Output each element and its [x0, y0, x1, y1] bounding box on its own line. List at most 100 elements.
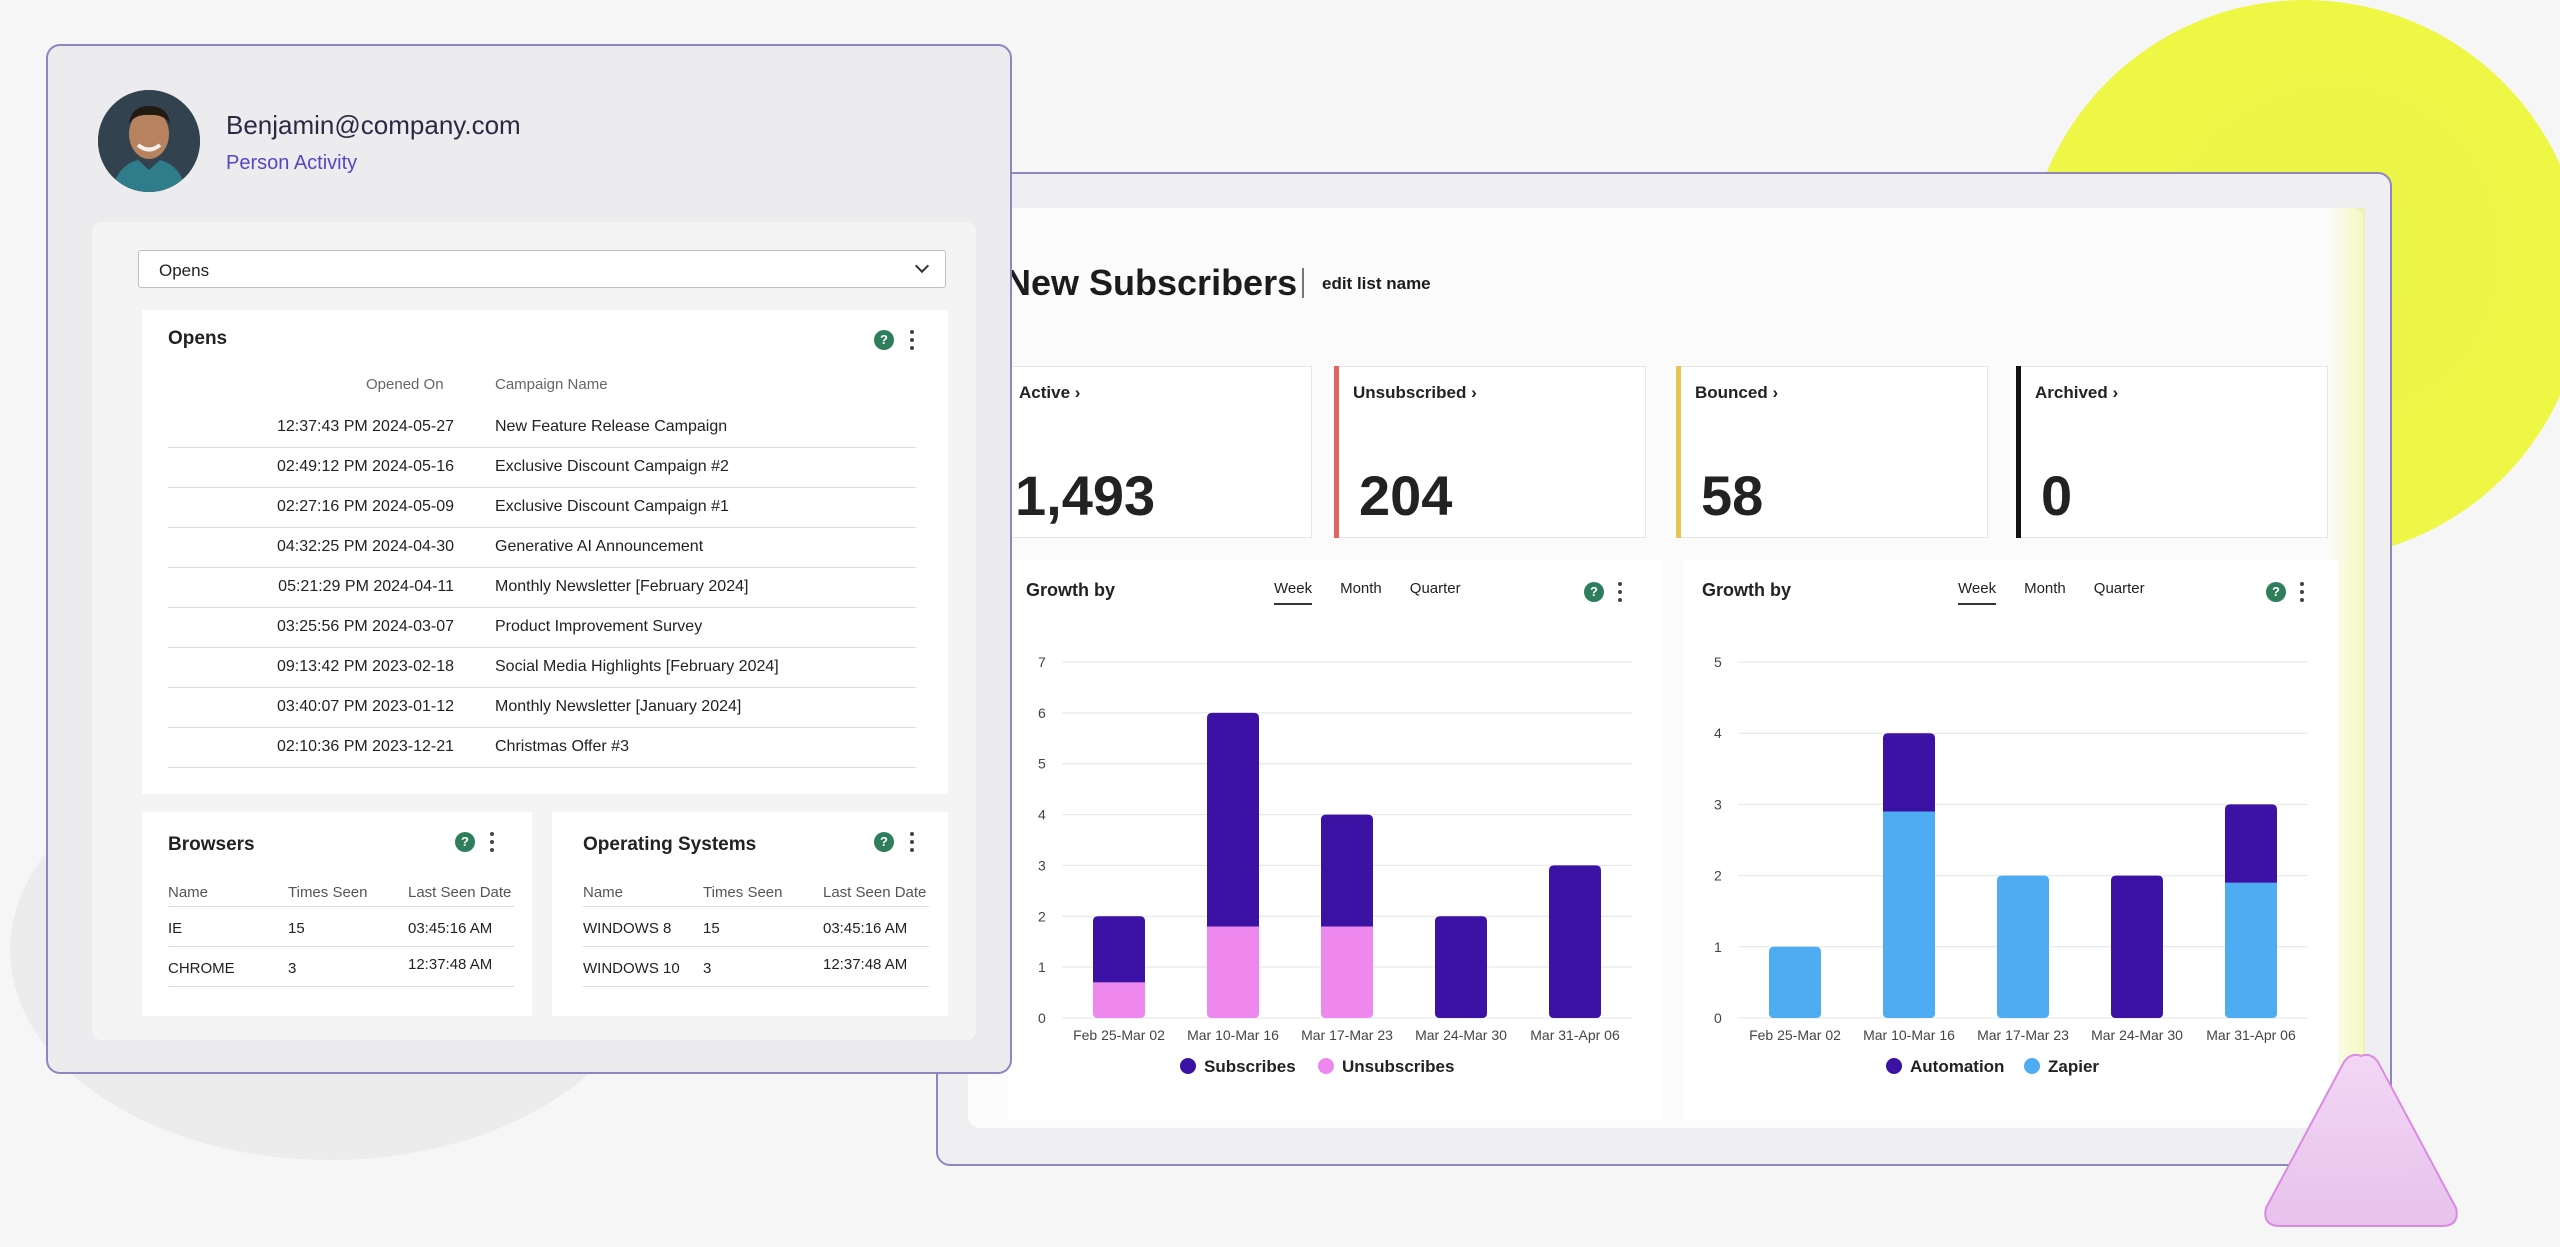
- edit-list-name-link[interactable]: edit list name: [1322, 274, 1431, 293]
- bar-unsubscribes: [1093, 982, 1145, 1018]
- growth-chart-1: 0 1 2 3 4 5 6 7 Feb 25-Mar 02 Mar 10-Mar 16 Mar 17…: [1038, 654, 1632, 1076]
- opened-on-cell: 04:32:25 PM 2024-04-30: [276, 538, 454, 555]
- x-tick-label: Mar 17-Mar 23: [1977, 1027, 2069, 1043]
- chevron-right-icon: ›: [2112, 383, 2119, 402]
- x-tick-label: Feb 25-Mar 02: [1749, 1027, 1841, 1043]
- y-tick-label: 0: [1714, 1010, 1722, 1026]
- opened-on-cell: 05:21:29 PM 2024-04-11: [278, 578, 454, 595]
- table-row[interactable]: 05:21:29 PM 2024-04-11 Monthly Newsletter…: [168, 568, 916, 608]
- legend-swatch: [1180, 1058, 1196, 1074]
- table-row[interactable]: 02:27:16 PM 2024-05-09 Exclusive Discount…: [168, 488, 916, 528]
- bar-subscribes: [1093, 916, 1145, 983]
- y-tick-label: 6: [1038, 705, 1046, 721]
- more-options-icon[interactable]: [2300, 582, 2306, 606]
- stat-value: 58: [1701, 464, 1764, 527]
- growth-chart-card-1: Growth by Week Month Quarter ? 0 1 2 3 4 5 6 7 F…: [1008, 560, 1662, 1120]
- opened-on-cell: 03:25:56 PM 2024-03-07: [276, 618, 454, 635]
- stat-card-unsubscribed[interactable]: Unsubscribed › 204: [1334, 366, 1646, 538]
- legend-label: Automation: [1910, 1057, 2004, 1076]
- help-icon[interactable]: ?: [1584, 582, 1604, 602]
- table-row[interactable]: 09:13:42 PM 2023-02-18 Social Media Highl…: [168, 648, 916, 688]
- os-name: WINDOWS 10: [583, 960, 680, 977]
- more-options-icon[interactable]: [910, 832, 916, 856]
- chart-title: Growth by: [1702, 580, 1791, 600]
- stat-accent: [1334, 366, 1339, 538]
- column-header-name: Name: [168, 884, 209, 901]
- bar-zapier: [1769, 946, 1821, 1018]
- person-activity-subtitle: Person Activity: [226, 152, 358, 174]
- legend-label: Unsubscribes: [1342, 1057, 1454, 1076]
- more-options-icon[interactable]: [1618, 582, 1624, 606]
- table-row[interactable]: 02:49:12 PM 2024-05-16 Exclusive Discount…: [168, 448, 916, 488]
- stat-value: 204: [1359, 464, 1453, 527]
- column-header-name: Name: [583, 884, 624, 901]
- os-times-seen: 15: [703, 920, 720, 937]
- stat-accent: [1676, 366, 1681, 538]
- opened-on-cell: 03:40:07 PM 2023-01-12: [276, 698, 454, 715]
- help-icon[interactable]: ?: [455, 832, 475, 852]
- table-row[interactable]: 03:40:07 PM 2023-01-12 Monthly Newsletter…: [168, 688, 916, 728]
- browser-last-seen: 12:37:48 AM: [408, 956, 493, 973]
- table-row[interactable]: 02:10:36 PM 2023-12-21 Christmas Offer #3: [168, 728, 916, 768]
- bar-zapier: [1997, 875, 2049, 1018]
- campaign-name-cell: New Feature Release Campaign: [495, 418, 728, 435]
- y-tick-label: 5: [1038, 756, 1046, 772]
- browser-times-seen: 15: [288, 920, 305, 937]
- campaign-name-cell: Monthly Newsletter [February 2024]: [495, 578, 749, 595]
- os-last-seen: 03:45:16 AM: [823, 920, 908, 937]
- chevron-right-icon: ›: [1074, 383, 1081, 402]
- more-options-icon[interactable]: [490, 832, 496, 856]
- y-tick-label: 3: [1714, 796, 1722, 812]
- y-tick-label: 1: [1038, 959, 1046, 975]
- campaign-name-cell: Exclusive Discount Campaign #1: [495, 498, 729, 515]
- y-tick-label: 0: [1038, 1010, 1046, 1026]
- column-header-campaign-name: Campaign Name: [495, 376, 608, 393]
- bar-unsubscribes: [1321, 926, 1373, 1018]
- divider: [583, 946, 929, 947]
- activity-type-select[interactable]: Opens: [138, 250, 946, 288]
- table-row[interactable]: 03:25:56 PM 2024-03-07 Product Improvemen…: [168, 608, 916, 648]
- tab-month[interactable]: Month: [2024, 580, 2066, 597]
- tab-quarter[interactable]: Quarter: [2093, 580, 2145, 597]
- tab-month[interactable]: Month: [1340, 580, 1382, 597]
- stat-label: Unsubscribed: [1353, 383, 1467, 402]
- divider: [168, 906, 514, 907]
- os-times-seen: 3: [703, 960, 712, 977]
- decorative-triangle: [2264, 1053, 2458, 1227]
- column-header-times-seen: Times Seen: [288, 884, 368, 901]
- x-tick-label: Mar 10-Mar 16: [1187, 1027, 1279, 1043]
- table-row[interactable]: 04:32:25 PM 2024-04-30 Generative AI Anno…: [168, 528, 916, 568]
- os-last-seen: 12:37:48 AM: [823, 956, 908, 973]
- help-icon[interactable]: ?: [874, 330, 894, 350]
- stat-card-bounced[interactable]: Bounced › 58: [1676, 366, 1988, 538]
- help-icon[interactable]: ?: [2266, 582, 2286, 602]
- title-separator: [1302, 268, 1304, 298]
- column-header-last-seen: Last Seen Date: [823, 884, 927, 901]
- divider: [583, 986, 929, 987]
- bar-subscribes: [1549, 865, 1601, 1018]
- tab-week[interactable]: Week: [1274, 580, 1313, 605]
- growth-chart-2: 0 1 2 3 4 5 Feb 25-Mar 02 Mar 10-Mar 16 Mar 17-M…: [1714, 654, 2308, 1076]
- browser-name: CHROME: [168, 960, 235, 977]
- table-row[interactable]: 12:37:43 PM 2024-05-27 New Feature Releas…: [168, 408, 916, 448]
- chart-title: Growth by: [1026, 580, 1115, 600]
- tab-quarter[interactable]: Quarter: [1409, 580, 1461, 597]
- stat-card-active[interactable]: Active › 1,493: [1000, 366, 1312, 538]
- stat-value: 0: [2041, 464, 2073, 527]
- more-options-icon[interactable]: [910, 330, 916, 354]
- y-tick-label: 4: [1714, 725, 1722, 741]
- x-tick-label: Mar 31-Apr 06: [1530, 1027, 1620, 1043]
- x-tick-label: Mar 17-Mar 23: [1301, 1027, 1393, 1043]
- tab-week[interactable]: Week: [1958, 580, 1997, 605]
- y-tick-label: 2: [1038, 908, 1046, 924]
- stat-card-archived[interactable]: Archived › 0: [2016, 366, 2328, 538]
- legend-swatch: [1318, 1058, 1334, 1074]
- person-email: Benjamin@company.com: [226, 110, 521, 140]
- chevron-right-icon: ›: [1471, 383, 1477, 402]
- campaign-name-cell: Christmas Offer #3: [495, 738, 629, 755]
- help-icon[interactable]: ?: [874, 832, 894, 852]
- campaign-name-cell: Exclusive Discount Campaign #2: [495, 458, 729, 475]
- chevron-down-icon: [914, 258, 930, 274]
- bar-subscribes: [1207, 712, 1259, 927]
- opened-on-cell: 09:13:42 PM 2023-02-18: [276, 658, 454, 675]
